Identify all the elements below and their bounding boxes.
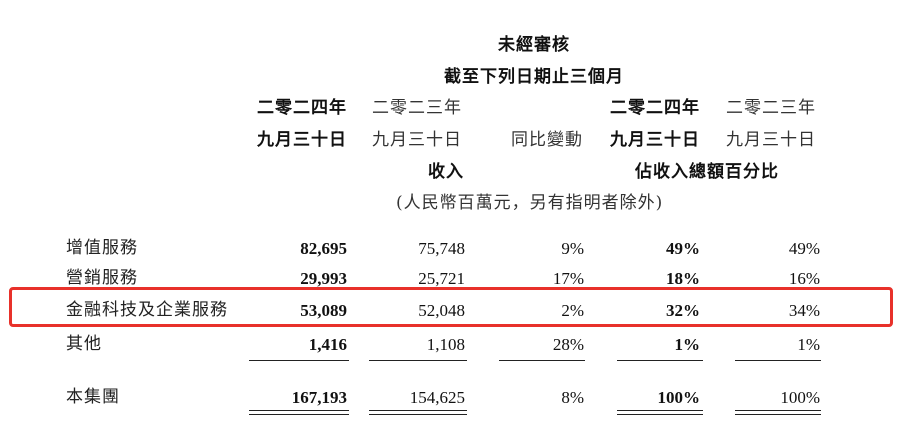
value-2023: 52,048 — [418, 301, 465, 320]
yoy-change: 8% — [561, 388, 584, 407]
col5-header-year: 二零二三年 — [726, 98, 816, 118]
total-rule — [369, 414, 467, 415]
header-revenue: 收入 — [428, 162, 464, 182]
value-2023: 1,108 — [426, 335, 465, 354]
value-2023: 154,625 — [409, 388, 465, 407]
pct-2024: 49% — [666, 239, 700, 258]
col2-header-year: 二零二三年 — [372, 98, 462, 118]
row-label: 其他 — [66, 334, 102, 354]
subtotal-rule — [369, 360, 467, 361]
pct-2023: 100% — [780, 388, 820, 407]
pct-2024: 1% — [674, 335, 701, 354]
value-2024: 29,993 — [300, 269, 347, 288]
yoy-change: 28% — [552, 335, 584, 354]
col4-header-year: 二零二四年 — [610, 98, 700, 118]
col1-header-year: 二零二四年 — [257, 98, 347, 118]
total-rule — [735, 410, 821, 411]
pct-2024: 100% — [657, 388, 701, 407]
col5-header-date: 九月三十日 — [726, 130, 816, 150]
col4-header-date: 九月三十日 — [610, 130, 700, 150]
yoy-change: 9% — [561, 239, 584, 258]
total-rule — [617, 414, 703, 415]
header-unit-note: (人民幣百萬元，另有指明者除外) — [396, 193, 664, 213]
row-label: 營銷服務 — [66, 268, 138, 288]
row-label: 增值服務 — [66, 238, 138, 258]
value-2024: 1,416 — [308, 335, 347, 354]
header-unaudited: 未經審核 — [498, 35, 570, 55]
subtotal-rule — [735, 360, 821, 361]
total-rule — [617, 410, 703, 411]
header-pct-of-total: 佔收入總額百分比 — [635, 162, 779, 182]
value-2024: 82,695 — [300, 239, 347, 258]
header-period: 截至下列日期止三個月 — [444, 67, 624, 87]
pct-2023: 34% — [788, 301, 820, 320]
pct-2023: 1% — [797, 335, 820, 354]
subtotal-rule — [617, 360, 703, 361]
yoy-change: 2% — [561, 301, 584, 320]
row-label: 本集團 — [66, 387, 120, 407]
highlight-box — [9, 287, 893, 327]
pct-2023: 49% — [788, 239, 820, 258]
row-label: 金融科技及企業服務 — [66, 300, 228, 320]
pct-2024: 32% — [666, 301, 700, 320]
pct-2023: 16% — [788, 269, 820, 288]
value-2023: 75,748 — [418, 239, 465, 258]
subtotal-rule — [249, 360, 349, 361]
col3-header-yoy: 同比變動 — [511, 130, 583, 150]
value-2023: 25,721 — [418, 269, 465, 288]
yoy-change: 17% — [552, 269, 584, 288]
subtotal-rule — [499, 360, 585, 361]
col2-header-date: 九月三十日 — [372, 130, 462, 150]
value-2024: 167,193 — [291, 388, 347, 407]
total-rule — [369, 410, 467, 411]
total-rule — [735, 414, 821, 415]
col1-header-date: 九月三十日 — [257, 130, 347, 150]
value-2024: 53,089 — [300, 301, 347, 320]
total-rule — [249, 414, 349, 415]
total-rule — [249, 410, 349, 411]
pct-2024: 18% — [666, 269, 700, 288]
